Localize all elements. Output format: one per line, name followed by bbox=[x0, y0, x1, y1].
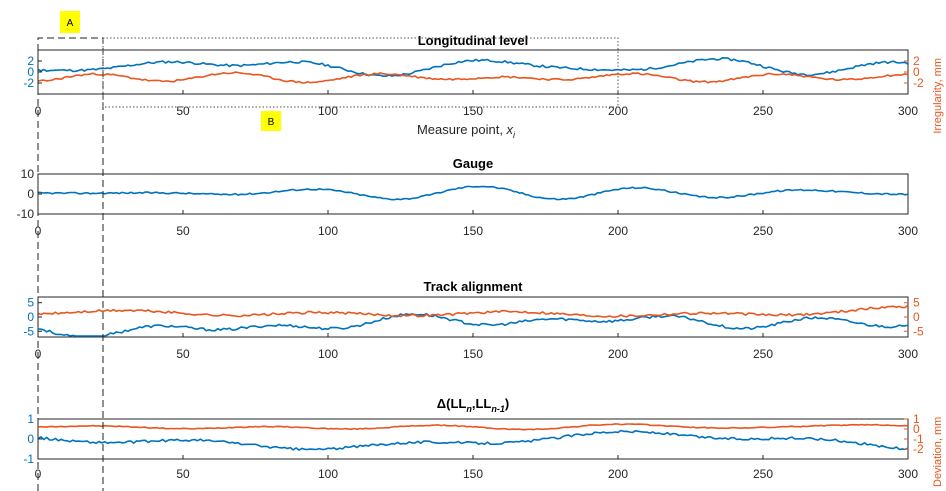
x-tick-label: 300 bbox=[898, 104, 918, 118]
y-tick-label-left: 10 bbox=[21, 167, 35, 181]
y-tick-label-right: 0 bbox=[913, 310, 920, 324]
y-tick-label-right: 0 bbox=[913, 65, 920, 79]
x-tick-label: 300 bbox=[898, 224, 918, 238]
panel-1-title: Longitudinal level bbox=[418, 33, 529, 48]
panel-3-axes-box bbox=[37, 296, 909, 338]
x-tick-label: 200 bbox=[608, 224, 628, 238]
y-tick-label-left: -2 bbox=[23, 76, 34, 90]
panel-3-title: Track alignment bbox=[424, 279, 524, 294]
marker-a-badge bbox=[60, 11, 80, 33]
series-line-left bbox=[37, 313, 909, 337]
y-tick-label-left: 5 bbox=[27, 296, 34, 310]
y-tick-label-left: -5 bbox=[23, 324, 34, 338]
x-tick-label: 100 bbox=[318, 224, 338, 238]
x-tick-label: 300 bbox=[898, 467, 918, 481]
panel-3-y-ticks-right: 50-5 bbox=[904, 296, 924, 338]
panel-4-series bbox=[37, 423, 909, 451]
x-label-prefix: Measure point, bbox=[417, 122, 507, 137]
y-tick-label-left: 0 bbox=[27, 65, 34, 79]
x-tick-label: 200 bbox=[608, 467, 628, 481]
panel-1-series bbox=[37, 57, 909, 84]
x-tick-label: 100 bbox=[318, 104, 338, 118]
panel-4-title-end: ) bbox=[505, 396, 509, 411]
x-tick-label: 100 bbox=[318, 347, 338, 361]
panel-3-series bbox=[37, 304, 909, 337]
panel-2-y-ticks-left: 10 0 -10 bbox=[17, 167, 42, 221]
marker-b-label: B bbox=[268, 117, 275, 128]
panel-4-y-ticks-left: 1 0 -1 bbox=[23, 412, 42, 466]
x-tick-label: 50 bbox=[176, 347, 190, 361]
series-line-left bbox=[37, 185, 909, 201]
y-tick-label-left: 0 bbox=[27, 310, 34, 324]
y-tick-label-right: 1 bbox=[913, 412, 920, 426]
y-tick-label-left: 1 bbox=[27, 412, 34, 426]
x-tick-label: 250 bbox=[753, 224, 773, 238]
x-tick-label: 250 bbox=[753, 347, 773, 361]
panel-4-title-sub-2: n-1 bbox=[491, 404, 505, 414]
panel-delta-ll: Δ(LLn,LLn-1) 0 50 100 150 200 250 300 10-1 10-… bbox=[23, 396, 944, 487]
y-tick-label-left: -10 bbox=[17, 207, 35, 221]
y-tick-label-left: 0 bbox=[27, 432, 34, 446]
panel-4-x-ticks: 0 50 100 150 200 250 300 bbox=[35, 455, 918, 481]
panel-4-title: Δ(LLn,LLn-1) bbox=[437, 396, 509, 414]
y-tick-label-right: -2 bbox=[913, 442, 924, 456]
panel-1-right-axis-label: Irregularity, mm bbox=[932, 58, 944, 134]
x-tick-label: 150 bbox=[463, 224, 483, 238]
panel-4-right-axis-label: Deviation, mm bbox=[932, 417, 944, 487]
y-tick-label-left: -1 bbox=[23, 452, 34, 466]
y-tick-label-right: 0 bbox=[913, 422, 920, 436]
y-tick-label-right: 2 bbox=[913, 54, 920, 68]
x-tick-label: 150 bbox=[463, 347, 483, 361]
annotation-overlay: A B bbox=[37, 11, 619, 491]
panel-gauge: Gauge 0 50 100 150 200 250 300 10 0 -10 bbox=[17, 156, 919, 238]
panel-track-alignment: Track alignment 0 50 100 150 200 250 300 50-5 … bbox=[23, 279, 924, 361]
panel-3-y-ticks-left: 50-5 bbox=[23, 296, 42, 338]
series-line-right bbox=[37, 423, 909, 431]
panel-2-title: Gauge bbox=[453, 156, 493, 171]
y-tick-label-left: 2 bbox=[27, 54, 34, 68]
panel-longitudinal-level: Longitudinal level 0 50 100 150 200 250 300 20… bbox=[23, 33, 944, 140]
series-line-right bbox=[37, 71, 909, 84]
panel-1-x-axis-label: Measure point, xi bbox=[417, 122, 516, 140]
x-tick-label: 200 bbox=[608, 347, 628, 361]
series-line-right bbox=[37, 304, 909, 318]
panel-4-y-ticks-right: 10-1-2 bbox=[904, 412, 924, 456]
panel-4-title-mid: ,LL bbox=[472, 396, 492, 411]
region-a-dashed-outline bbox=[37, 37, 104, 491]
x-tick-label: 150 bbox=[463, 104, 483, 118]
x-tick-label: 200 bbox=[608, 104, 628, 118]
x-tick-label: 50 bbox=[176, 467, 190, 481]
panel-4-title-main: Δ(LL bbox=[437, 396, 467, 411]
panel-1-y-ticks-right: 20-2 bbox=[904, 54, 924, 90]
panel-2-series bbox=[37, 185, 909, 201]
region-b-dotted-outline bbox=[102, 37, 619, 108]
y-tick-label-left: 0 bbox=[27, 187, 34, 201]
y-tick-label-right: -2 bbox=[913, 76, 924, 90]
panel-4-title-sub-1: n bbox=[466, 404, 472, 414]
x-tick-label: 100 bbox=[318, 467, 338, 481]
series-line-left bbox=[37, 57, 909, 77]
marker-b-badge bbox=[261, 111, 281, 131]
y-tick-label-right: -1 bbox=[913, 432, 924, 446]
panel-1-y-ticks-left: 20-2 bbox=[23, 54, 42, 90]
x-tick-label: 50 bbox=[176, 224, 190, 238]
x-tick-label: 50 bbox=[176, 104, 190, 118]
panel-1-axes-box bbox=[37, 49, 909, 95]
x-tick-label: 300 bbox=[898, 347, 918, 361]
series-line-left bbox=[37, 429, 909, 451]
marker-a-label: A bbox=[67, 18, 74, 29]
x-tick-label: 250 bbox=[753, 467, 773, 481]
panel-3-x-ticks: 0 50 100 150 200 250 300 bbox=[35, 333, 918, 361]
x-tick-label: 150 bbox=[463, 467, 483, 481]
x-tick-label: 250 bbox=[753, 104, 773, 118]
y-tick-label-right: -5 bbox=[913, 324, 924, 338]
x-label-subscript: i bbox=[513, 130, 516, 140]
y-tick-label-right: 5 bbox=[913, 296, 920, 310]
x-label-variable: x bbox=[506, 122, 514, 137]
